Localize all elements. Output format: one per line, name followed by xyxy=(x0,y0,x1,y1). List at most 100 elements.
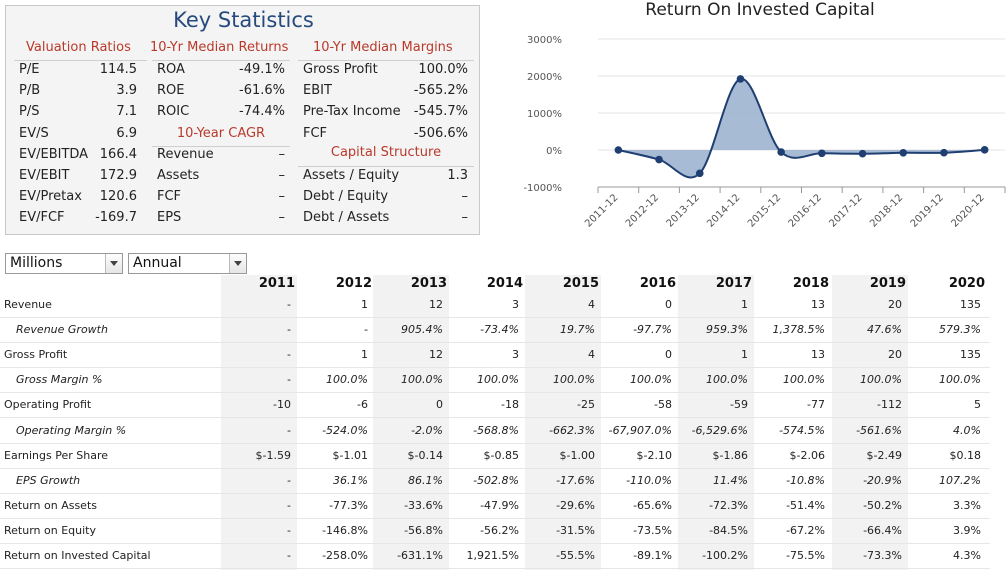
table-cell: 100.0% xyxy=(939,373,981,387)
valuation-label: EV/EBIT xyxy=(19,168,70,183)
margins-label: FCF xyxy=(303,125,328,141)
table-cell: 3.3% xyxy=(953,498,981,512)
cagr-label: EPS xyxy=(157,210,182,226)
table-cell: $-2.10 xyxy=(636,448,672,462)
table-cell: -100.2% xyxy=(702,549,748,562)
table-cell: 12 xyxy=(429,348,443,362)
table-cell: 905.4% xyxy=(401,323,443,337)
x-tick-label: 2019-12 xyxy=(909,192,946,229)
table-cell: 4 xyxy=(588,348,595,362)
table-cell: - xyxy=(287,423,291,437)
row-label: EPS Growth xyxy=(16,473,81,487)
table-cell: 20 xyxy=(888,348,902,362)
valuation-value: -169.7 xyxy=(95,210,137,226)
capital-label: Assets / Equity xyxy=(303,168,400,183)
cagr-label: Revenue xyxy=(157,146,214,162)
table-cell: -58 xyxy=(654,398,672,412)
table-cell: -29.6% xyxy=(556,498,595,512)
table-cell: -67,907.0% xyxy=(608,423,672,437)
table-cell: -524.0% xyxy=(322,423,368,437)
table-cell: -72.3% xyxy=(709,498,748,512)
year-header: 2012 xyxy=(335,276,372,291)
valuation-label: EV/FCF xyxy=(19,210,65,226)
table-row: Revenue - 1 12 3 4 0 1 13 20 135 xyxy=(0,292,990,318)
table-cell: $0.18 xyxy=(949,448,982,462)
table-cell: -25 xyxy=(577,398,595,412)
table-cell: 1 xyxy=(741,348,748,362)
valuation-label: P/S xyxy=(19,104,40,120)
table-row: EPS Growth - 36.1% 86.1% -502.8% -17.6% -110.0… xyxy=(0,468,990,494)
table-cell: - xyxy=(287,348,291,362)
table-cell: 19.7% xyxy=(560,323,595,337)
table-cell: 11.4% xyxy=(713,473,748,487)
row-label: Operating Margin % xyxy=(16,423,127,437)
chevron-down-icon xyxy=(229,254,246,273)
year-header: 2013 xyxy=(410,276,447,291)
table-cell: -51.4% xyxy=(786,498,825,512)
x-tick-label: 2018-12 xyxy=(868,192,905,229)
data-point xyxy=(858,149,867,158)
margins-value: -565.2% xyxy=(413,83,468,99)
series-line xyxy=(618,77,985,179)
series-area xyxy=(618,78,985,178)
table-cell: -77 xyxy=(807,398,825,412)
table-cell: -10.8% xyxy=(786,473,825,487)
divider xyxy=(152,146,290,147)
table-cell: 100.0% xyxy=(553,373,595,387)
margins-value: -545.7% xyxy=(413,104,468,120)
y-tick-label: 1000% xyxy=(527,109,562,120)
y-tick-label: 2000% xyxy=(527,72,562,83)
valuation-value: 114.5 xyxy=(99,62,137,77)
table-cell: 100.0% xyxy=(860,373,902,387)
table-cell: 13 xyxy=(811,298,825,311)
table-row: Earnings Per Share $-1.59 $-1.01 $-0.14 $-0.… xyxy=(0,443,990,469)
row-label: Revenue xyxy=(4,298,52,311)
table-cell: - xyxy=(287,298,291,311)
table-cell: 100.0% xyxy=(477,373,519,387)
table-cell: -77.3% xyxy=(329,498,368,512)
median-returns-header: 10-Yr Median Returns xyxy=(150,40,289,55)
year-header: 2018 xyxy=(792,276,829,291)
valuation-value: 120.6 xyxy=(99,189,137,205)
divider xyxy=(152,60,290,61)
cagr-value: – xyxy=(278,168,286,183)
row-label: Revenue Growth xyxy=(16,323,108,337)
table-cell: 0 xyxy=(436,398,443,412)
table-cell: -574.5% xyxy=(779,423,825,437)
table-row: Gross Profit - 1 12 3 4 0 1 13 20 135 xyxy=(0,342,990,369)
valuation-label: P/B xyxy=(19,83,41,99)
valuation-value: 3.9 xyxy=(116,83,137,99)
divider xyxy=(14,60,147,61)
x-tick-label: 2020-12 xyxy=(949,192,986,229)
row-label: Gross Margin % xyxy=(16,373,103,387)
margins-value: -506.6% xyxy=(413,125,468,141)
table-cell: -561.6% xyxy=(856,423,902,437)
table-cell: 107.2% xyxy=(939,473,981,487)
returns-label: ROA xyxy=(157,62,185,77)
units-select[interactable]: Millions xyxy=(5,253,123,274)
valuation-value: 172.9 xyxy=(99,168,137,183)
valuation-label: EV/EBITDA xyxy=(19,146,89,162)
column-band xyxy=(525,275,601,570)
returns-value: -74.4% xyxy=(239,104,285,120)
returns-value: -49.1% xyxy=(239,62,285,77)
year-header: 2016 xyxy=(639,276,676,291)
year-header: 2017 xyxy=(715,276,752,291)
valuation-label: EV/Pretax xyxy=(19,189,82,205)
table-cell: 100.0% xyxy=(401,373,443,387)
capital-label: Debt / Assets xyxy=(303,210,390,226)
table-cell: -56.8% xyxy=(404,523,443,537)
table-cell: 100.0% xyxy=(326,373,368,387)
column-band xyxy=(373,275,449,570)
table-cell: 47.6% xyxy=(867,323,902,337)
table-cell: -112 xyxy=(877,398,902,412)
table-cell: -6,529.6% xyxy=(691,423,748,437)
table-cell: 100.0% xyxy=(630,373,672,387)
table-cell: $-2.06 xyxy=(789,448,825,462)
table-cell: -18 xyxy=(501,398,519,412)
table-cell: - xyxy=(287,323,291,337)
column-band xyxy=(832,275,908,570)
table-cell: -146.8% xyxy=(322,523,368,537)
table-cell: $-1.86 xyxy=(712,448,748,462)
period-select[interactable]: Annual xyxy=(128,253,247,274)
